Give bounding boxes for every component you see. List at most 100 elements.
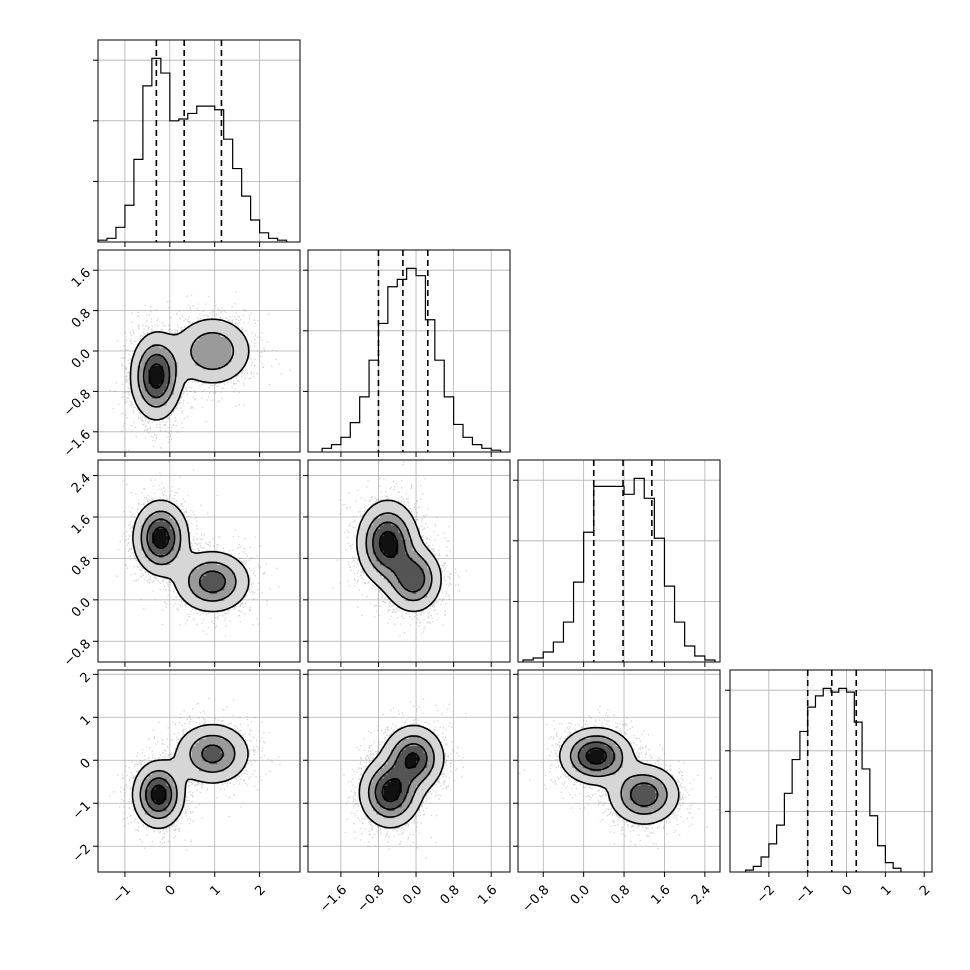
- density-cell: [180, 521, 185, 526]
- density-cell: [144, 365, 149, 370]
- density-cell: [564, 742, 569, 747]
- density-cell: [137, 557, 142, 562]
- density-cell: [188, 553, 193, 558]
- density-cell: [184, 546, 189, 551]
- density-cell: [372, 535, 377, 540]
- density-cell: [206, 564, 211, 569]
- density-cell: [155, 763, 160, 768]
- density-cell: [180, 756, 185, 761]
- density-cell: [383, 821, 388, 826]
- density-cell: [170, 564, 175, 569]
- density-cell: [380, 564, 385, 569]
- density-cell: [227, 771, 232, 776]
- density-cell: [622, 814, 627, 819]
- density-cell: [390, 546, 395, 551]
- density-cell: [412, 810, 417, 815]
- density-cell: [405, 814, 410, 819]
- panel-frame: [307, 669, 511, 873]
- density-cell: [195, 604, 200, 609]
- density-cell: [619, 803, 624, 808]
- density-cell: [231, 365, 236, 370]
- density-cell: [575, 738, 580, 743]
- density-cell: [369, 539, 374, 544]
- density-cell: [409, 731, 414, 736]
- density-cell: [213, 571, 218, 576]
- density-cell: [561, 749, 566, 754]
- density-cell: [416, 561, 421, 566]
- density-cell: [564, 738, 569, 743]
- density-cell: [673, 785, 678, 790]
- density-cell: [155, 354, 160, 359]
- density-cell: [568, 767, 573, 772]
- density-cell: [170, 771, 175, 776]
- density-cell: [362, 789, 367, 794]
- density-cell: [159, 347, 164, 352]
- density-cell: [137, 379, 142, 384]
- density-cell: [369, 514, 374, 519]
- density-cell: [155, 796, 160, 801]
- density-cell: [394, 597, 399, 602]
- density-cell: [640, 789, 645, 794]
- density-cell: [405, 778, 410, 783]
- density-cell: [593, 760, 598, 765]
- density-cell: [141, 405, 146, 410]
- density-cell: [412, 557, 417, 562]
- density-cell: [159, 521, 164, 526]
- density-cell: [220, 553, 225, 558]
- density-cell: [180, 571, 185, 576]
- density-cell: [651, 814, 656, 819]
- density-cell: [238, 752, 243, 757]
- density-cell: [224, 332, 229, 337]
- density-cell: [662, 771, 667, 776]
- density-cell: [390, 542, 395, 547]
- density-cell: [242, 760, 247, 765]
- density-cell: [162, 379, 167, 384]
- density-cell: [380, 503, 385, 508]
- density-cell: [665, 774, 670, 779]
- density-cell: [412, 593, 417, 598]
- density-cell: [188, 336, 193, 341]
- density-cell: [137, 542, 142, 547]
- density-cell: [206, 731, 211, 736]
- density-cell: [358, 524, 363, 529]
- density-cell: [608, 742, 613, 747]
- density-cell: [398, 535, 403, 540]
- density-cell: [184, 553, 189, 558]
- density-cell: [376, 785, 381, 790]
- density-cell: [590, 763, 595, 768]
- density-cell: [134, 397, 139, 402]
- density-cell: [575, 742, 580, 747]
- density-cell: [608, 738, 613, 743]
- density-cell: [220, 727, 225, 732]
- density-cell: [162, 499, 167, 504]
- density-cell: [242, 336, 247, 341]
- density-cell: [362, 774, 367, 779]
- density-cell: [155, 807, 160, 812]
- density-cell: [362, 528, 367, 533]
- density-cell: [195, 600, 200, 605]
- density-cell: [629, 807, 634, 812]
- density-cell: [669, 785, 674, 790]
- density-cell: [662, 789, 667, 794]
- density-cell: [561, 756, 566, 761]
- density-cell: [430, 597, 435, 602]
- panel-frame: [517, 459, 721, 663]
- density-cell: [376, 521, 381, 526]
- density-cell: [383, 579, 388, 584]
- density-cell: [195, 358, 200, 363]
- density-cell: [173, 387, 178, 392]
- y-tick-label: −1: [70, 799, 94, 823]
- density-cell: [170, 506, 175, 511]
- density-cell: [152, 767, 157, 772]
- contour-line-3: [585, 747, 608, 765]
- density-cell: [166, 771, 171, 776]
- density-cell: [202, 340, 207, 345]
- density-cell: [227, 369, 232, 374]
- density-cell: [159, 499, 164, 504]
- density-cell: [430, 752, 435, 757]
- density-cell: [209, 358, 214, 363]
- density-cell: [387, 568, 392, 573]
- density-cell: [173, 550, 178, 555]
- density-cell: [238, 593, 243, 598]
- density-cell: [227, 571, 232, 576]
